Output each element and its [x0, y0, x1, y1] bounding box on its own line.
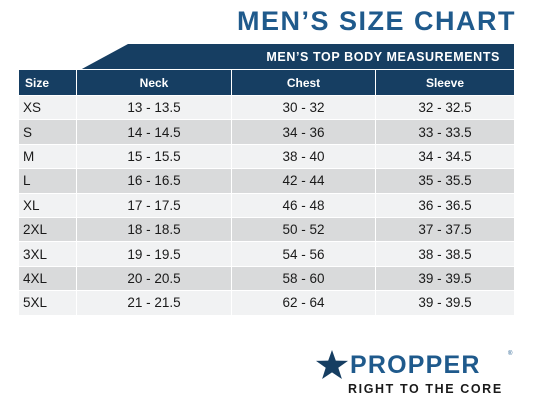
table-row: S 14 - 14.5 34 - 36 33 - 33.5	[18, 119, 515, 145]
cell-chest: 46 - 48	[231, 192, 376, 218]
cell-neck: 16 - 16.5	[76, 168, 232, 194]
cell-sleeve: 32 - 32.5	[375, 94, 515, 121]
cell-sleeve: 36 - 36.5	[375, 192, 515, 218]
cell-size: L	[18, 168, 77, 194]
table-header-row: Size Neck Chest Sleeve	[18, 69, 515, 96]
table-row: 3XL 19 - 19.5 54 - 56 38 - 38.5	[18, 241, 515, 267]
cell-neck: 21 - 21.5	[76, 290, 232, 316]
brand-logo: PROPPER ® RIGHT TO THE CORE	[316, 350, 516, 396]
cell-sleeve: 38 - 38.5	[375, 241, 515, 267]
cell-chest: 30 - 32	[231, 94, 376, 121]
cell-neck: 13 - 13.5	[76, 94, 232, 121]
brand-tagline: RIGHT TO THE CORE	[348, 382, 503, 396]
column-header-size: Size	[18, 69, 77, 96]
cell-chest: 38 - 40	[231, 143, 376, 170]
cell-neck: 17 - 17.5	[76, 192, 232, 218]
cell-chest: 42 - 44	[231, 168, 376, 194]
table-row: M 15 - 15.5 38 - 40 34 - 34.5	[18, 143, 515, 170]
cell-size: M	[18, 143, 77, 170]
cell-size: 4XL	[18, 265, 77, 292]
cell-chest: 50 - 52	[231, 216, 376, 243]
cell-sleeve: 39 - 39.5	[375, 265, 515, 292]
table-row: 2XL 18 - 18.5 50 - 52 37 - 37.5	[18, 216, 515, 243]
cell-chest: 58 - 60	[231, 265, 376, 292]
cell-neck: 15 - 15.5	[76, 143, 232, 170]
column-header-neck: Neck	[76, 69, 232, 96]
cell-chest: 54 - 56	[231, 241, 376, 267]
registered-mark: ®	[508, 351, 513, 357]
cell-sleeve: 37 - 37.5	[375, 216, 515, 243]
table-row: 5XL 21 - 21.5 62 - 64 39 - 39.5	[18, 290, 515, 316]
cell-neck: 18 - 18.5	[76, 216, 232, 243]
cell-sleeve: 33 - 33.5	[375, 119, 515, 145]
cell-neck: 20 - 20.5	[76, 265, 232, 292]
page-title: MEN’S SIZE CHART	[236, 6, 516, 36]
cell-size: 3XL	[18, 241, 77, 267]
table-row: 4XL 20 - 20.5 58 - 60 39 - 39.5	[18, 265, 515, 292]
column-header-sleeve: Sleeve	[375, 69, 515, 96]
cell-chest: 34 - 36	[231, 119, 376, 145]
brand-name: PROPPER	[350, 351, 481, 379]
cell-sleeve: 35 - 35.5	[375, 168, 515, 194]
cell-size: 5XL	[18, 290, 77, 316]
table-row: XL 17 - 17.5 46 - 48 36 - 36.5	[18, 192, 515, 218]
cell-chest: 62 - 64	[231, 290, 376, 316]
cell-size: XS	[18, 94, 77, 121]
measurements-banner: MEN’S TOP BODY MEASUREMENTS	[80, 44, 514, 70]
table-row: L 16 - 16.5 42 - 44 35 - 35.5	[18, 168, 515, 194]
column-header-chest: Chest	[231, 69, 376, 96]
cell-size: S	[18, 119, 77, 145]
cell-size: 2XL	[18, 216, 77, 243]
star-icon	[316, 350, 348, 379]
cell-neck: 14 - 14.5	[76, 119, 232, 145]
table-body: XS 13 - 13.5 30 - 32 32 - 32.5 S 14 - 14.5 34 …	[18, 94, 515, 316]
cell-size: XL	[18, 192, 77, 218]
size-table: Size Neck Chest Sleeve XS 13 - 13.5 30 - 3…	[18, 69, 515, 316]
cell-sleeve: 34 - 34.5	[375, 143, 515, 170]
cell-sleeve: 39 - 39.5	[375, 290, 515, 316]
banner-label: MEN’S TOP BODY MEASUREMENTS	[266, 50, 500, 64]
table-row: XS 13 - 13.5 30 - 32 32 - 32.5	[18, 94, 515, 121]
cell-neck: 19 - 19.5	[76, 241, 232, 267]
